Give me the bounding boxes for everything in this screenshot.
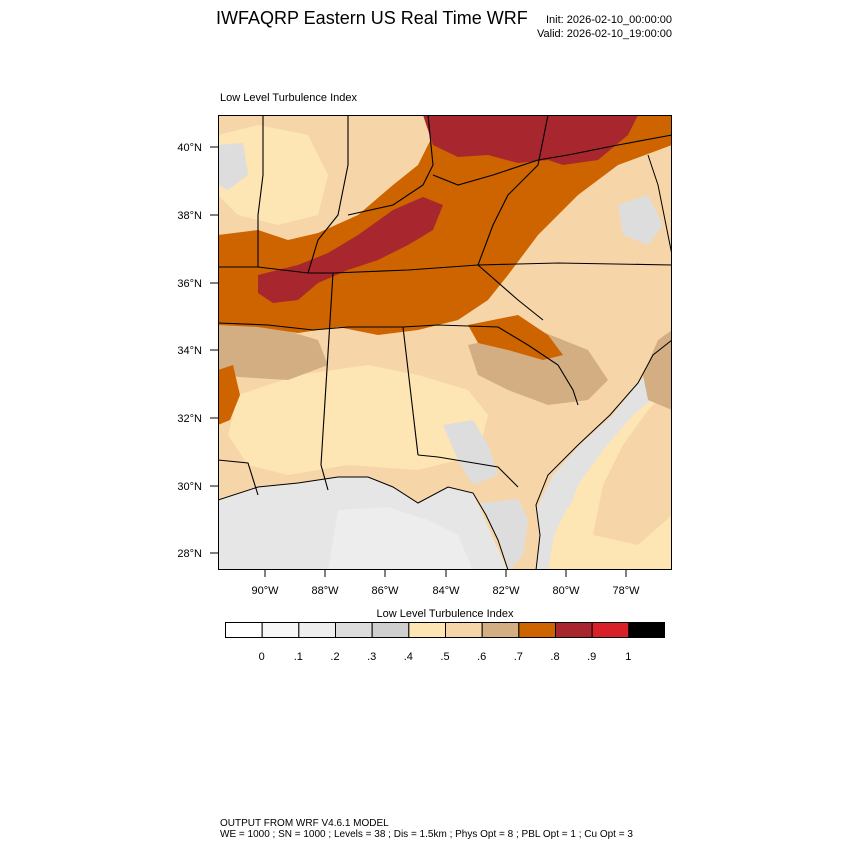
tan-zone-ms xyxy=(218,315,328,380)
plot-title: IWFAQRP Eastern US Real Time WRF xyxy=(216,8,528,28)
colorbar-label: .4 xyxy=(404,651,413,663)
colorbar-label: .7 xyxy=(514,651,523,663)
colorbar-box xyxy=(335,622,373,638)
gray-zone-ga xyxy=(443,420,498,485)
colorbar-box xyxy=(445,622,483,638)
orange-band-la xyxy=(218,365,240,425)
colorbar-label: 0 xyxy=(259,651,265,663)
colorbar-label: .2 xyxy=(330,651,339,663)
footer-line-1: OUTPUT FROM WRF V4.6.1 MODEL xyxy=(220,818,389,829)
lon-tick-label: 86°W xyxy=(371,585,399,597)
gulf-light xyxy=(328,507,473,570)
colorbar-box xyxy=(225,622,263,638)
gray-zone-west xyxy=(218,143,248,190)
lat-axis: 40°N 38°N 36°N 34°N 32°N 30°N 28°N xyxy=(177,142,218,560)
time-info: Init: 2026-02-10_00:00:00 Valid: 2026-02… xyxy=(537,13,672,41)
lat-tick-label: 34°N xyxy=(177,345,202,357)
footer-line-2: WE = 1000 ; SN = 1000 ; Levels = 38 ; Di… xyxy=(220,829,633,840)
light-zone-nw xyxy=(218,125,328,225)
light-zone-south xyxy=(228,365,488,475)
coastline xyxy=(218,339,672,570)
colorbar-box xyxy=(371,622,410,638)
colorbar-box xyxy=(408,622,446,638)
colorbar xyxy=(225,622,665,638)
lat-tick-label: 38°N xyxy=(177,210,202,222)
red-core-oh xyxy=(423,115,548,163)
lon-tick-label: 88°W xyxy=(311,585,339,597)
lon-tick-label: 78°W xyxy=(612,585,640,597)
chesapeake xyxy=(647,154,672,256)
state-boundaries xyxy=(218,115,672,496)
init-time: Init: 2026-02-10_00:00:00 xyxy=(546,14,672,26)
colorbar-box xyxy=(261,622,300,638)
lon-tick-label: 80°W xyxy=(552,585,580,597)
colorbar-label: .5 xyxy=(440,651,449,663)
lon-tick-label: 84°W xyxy=(432,585,460,597)
atlantic-warm xyxy=(593,387,672,545)
lon-tick-label: 82°W xyxy=(492,585,520,597)
red-core-ky-tn xyxy=(258,197,443,303)
colorbar-box xyxy=(518,622,557,638)
colorbar-label: .1 xyxy=(294,651,303,663)
lat-tick-label: 28°N xyxy=(177,548,202,560)
colorbar-label: .3 xyxy=(367,651,376,663)
gray-zone-va xyxy=(618,195,663,245)
colorbar-labels: 0 .1 .2 .3 .4 .5 .6 .7 .8 .9 1 xyxy=(259,651,632,663)
atlantic-band xyxy=(548,495,578,570)
florida-gray xyxy=(480,499,528,570)
colorbar-label: .8 xyxy=(550,651,559,663)
atlantic-tan xyxy=(643,330,672,410)
orange-band xyxy=(218,115,672,335)
colorbar-label: .9 xyxy=(587,651,596,663)
colorbar-box xyxy=(481,622,520,638)
turbulence-map xyxy=(218,115,672,570)
model-footer: OUTPUT FROM WRF V4.6.1 MODEL WE = 1000 ;… xyxy=(220,818,633,840)
colorbar-box xyxy=(591,622,630,638)
lat-tick-label: 32°N xyxy=(177,413,202,425)
colorbar-label: .6 xyxy=(477,651,486,663)
colorbar-label: 1 xyxy=(625,651,631,663)
red-core-pa xyxy=(548,115,638,165)
lat-tick-label: 36°N xyxy=(177,278,202,290)
map-frame xyxy=(218,115,672,570)
field-label: Low Level Turbulence Index xyxy=(220,92,357,104)
lon-tick-label: 90°W xyxy=(251,585,279,597)
colorbar-box xyxy=(628,622,665,638)
valid-time: Valid: 2026-02-10_19:00:00 xyxy=(537,28,672,40)
lat-tick-label: 30°N xyxy=(177,481,202,493)
colorbar-box xyxy=(298,622,337,638)
lat-tick-label: 40°N xyxy=(177,142,202,154)
colorbar-box xyxy=(555,622,593,638)
colorbar-title: Low Level Turbulence Index xyxy=(376,608,514,620)
lon-axis: 90°W 88°W 86°W 84°W 82°W 80°W 78°W xyxy=(251,570,640,597)
